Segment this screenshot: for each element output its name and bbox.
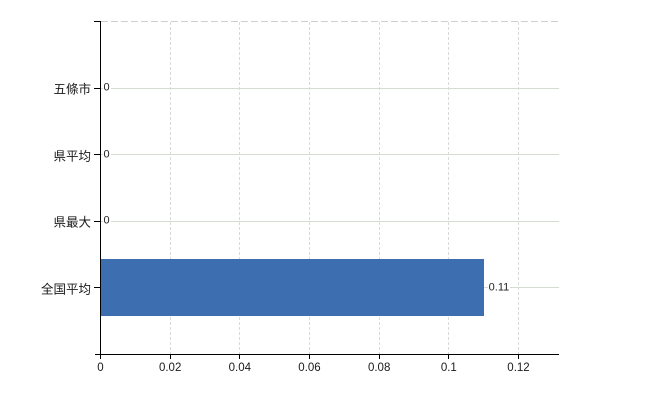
bar-全国平均: [101, 259, 485, 317]
gridline-vertical: [169, 21, 171, 355]
x-tick-label: 0.02: [158, 361, 182, 374]
gridline-horizontal: [100, 87, 559, 89]
category-label: 五條市: [53, 82, 91, 97]
value-label: 0: [102, 81, 111, 95]
category-label: 県最大: [53, 215, 91, 230]
value-label: 0: [102, 148, 111, 162]
gridline-horizontal: [100, 154, 559, 156]
x-tick-label: 0.1: [440, 361, 457, 374]
x-axis-tick: [309, 354, 310, 359]
y-axis-tick: [94, 220, 101, 222]
gridline-horizontal: [100, 220, 559, 222]
x-axis-tick: [448, 354, 450, 359]
gridline-vertical: [378, 21, 380, 355]
y-axis-tick: [94, 21, 101, 22]
gridline-vertical: [309, 21, 310, 355]
x-tick-label: 0.04: [228, 361, 252, 374]
y-axis-tick: [94, 154, 101, 156]
category-label: 全国平均: [40, 282, 91, 297]
gridline-vertical: [518, 21, 519, 355]
y-axis-tick: [94, 287, 101, 289]
x-axis-tick: [239, 354, 241, 359]
value-label: 0: [102, 214, 111, 228]
y-axis-line: [100, 21, 101, 359]
value-label: 0.11: [487, 281, 511, 295]
x-tick-label: 0.08: [367, 361, 391, 374]
x-axis-tick: [169, 354, 171, 359]
x-axis-tick: [100, 354, 101, 359]
gridline-vertical: [239, 21, 241, 355]
x-axis-line: [95, 354, 559, 355]
x-tick-label: 0.12: [507, 361, 530, 374]
x-tick-label: 0: [97, 361, 104, 374]
y-axis-tick: [94, 87, 101, 89]
x-axis-tick: [378, 354, 380, 359]
gridline-vertical: [448, 21, 450, 355]
category-label: 県平均: [53, 149, 91, 164]
x-tick-label: 0.06: [298, 361, 321, 374]
gridline-top: [100, 21, 559, 22]
x-axis-tick: [518, 354, 519, 359]
